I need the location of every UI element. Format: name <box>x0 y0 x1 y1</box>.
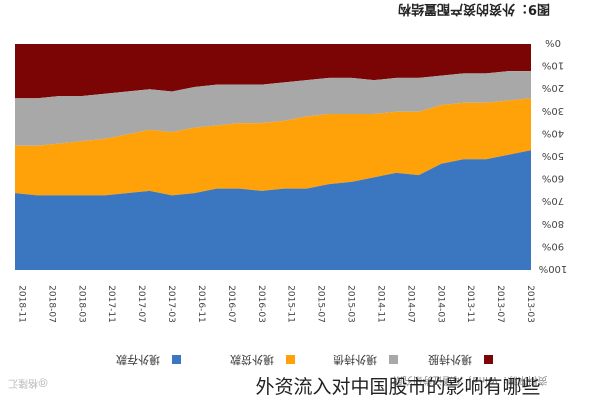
legend-swatch-bonds <box>286 355 295 364</box>
x-tick-label: 2015-03 <box>346 285 356 323</box>
area-cash_deposits <box>15 150 531 270</box>
x-tick-label: 2017-07 <box>136 285 146 323</box>
x-tick-label: 2014-07 <box>405 285 415 323</box>
x-tick-label: 2014-11 <box>375 285 385 323</box>
figure-title-text: 图9：外资的资产配置结构 <box>398 1 550 17</box>
legend-swatch-stocks <box>484 355 493 364</box>
area-loans <box>15 71 531 146</box>
x-axis: 2013-03 2013-07 2013-11 2014-03 2014-07 2014-… <box>16 285 535 323</box>
legend-label-stocks: 境外持股 <box>428 353 472 367</box>
x-tick-label: 2015-07 <box>316 285 326 323</box>
x-tick-label: 2017-11 <box>106 285 116 323</box>
y-axis: 0% 10% 20% 30% 40% 50% 60% 70% 80% 90% 100% <box>539 37 568 274</box>
y-tick-label: 30% <box>542 105 564 116</box>
figure-title: 图9：外资的资产配置结构 <box>398 1 550 17</box>
legend-swatch-loans <box>389 355 398 364</box>
x-tick-label: 2014-03 <box>435 285 445 323</box>
x-tick-label: 2016-11 <box>196 285 206 323</box>
x-tick-label: 2013-11 <box>465 285 475 323</box>
y-tick-label: 40% <box>542 127 564 138</box>
x-tick-label: 2018-03 <box>76 285 86 323</box>
legend-label-loans: 境外持债 <box>333 353 377 367</box>
x-tick-label: 2017-03 <box>166 285 176 323</box>
stacked-areas <box>15 44 531 270</box>
x-tick-label: 2016-07 <box>226 285 236 323</box>
x-tick-label: 2013-03 <box>525 285 535 323</box>
x-tick-label: 2018-11 <box>16 285 26 323</box>
y-tick-label: 80% <box>542 218 564 229</box>
x-tick-label: 2015-11 <box>286 285 296 323</box>
x-tick-label: 2018-07 <box>46 285 56 323</box>
legend-swatch-cash_deposits <box>172 355 181 364</box>
y-tick-label: 0% <box>545 37 561 48</box>
y-tick-label: 70% <box>542 195 564 206</box>
area-bonds <box>15 98 531 196</box>
y-tick-label: 50% <box>542 150 564 161</box>
y-tick-label: 20% <box>542 82 564 93</box>
legend: 境外持股 境外持债 境外贷款 境外存款 <box>116 353 493 367</box>
y-tick-label: 60% <box>542 173 564 184</box>
area-stocks <box>15 44 531 99</box>
y-tick-label: 100% <box>539 263 568 274</box>
x-tick-label: 2016-03 <box>256 285 266 323</box>
legend-label-bonds: 境外贷款 <box>230 353 274 367</box>
caption: 外资流入对中国股市的影响有哪些 <box>255 376 540 398</box>
x-tick-label: 2013-07 <box>495 285 505 323</box>
source-note: 资料来源：Wind，海通证券研究所 <box>392 374 547 387</box>
legend-label-cash_deposits: 境外存款 <box>116 353 160 367</box>
watermark: @格隆汇 <box>8 377 48 390</box>
y-tick-label: 10% <box>542 60 564 71</box>
y-tick-label: 90% <box>542 240 564 251</box>
